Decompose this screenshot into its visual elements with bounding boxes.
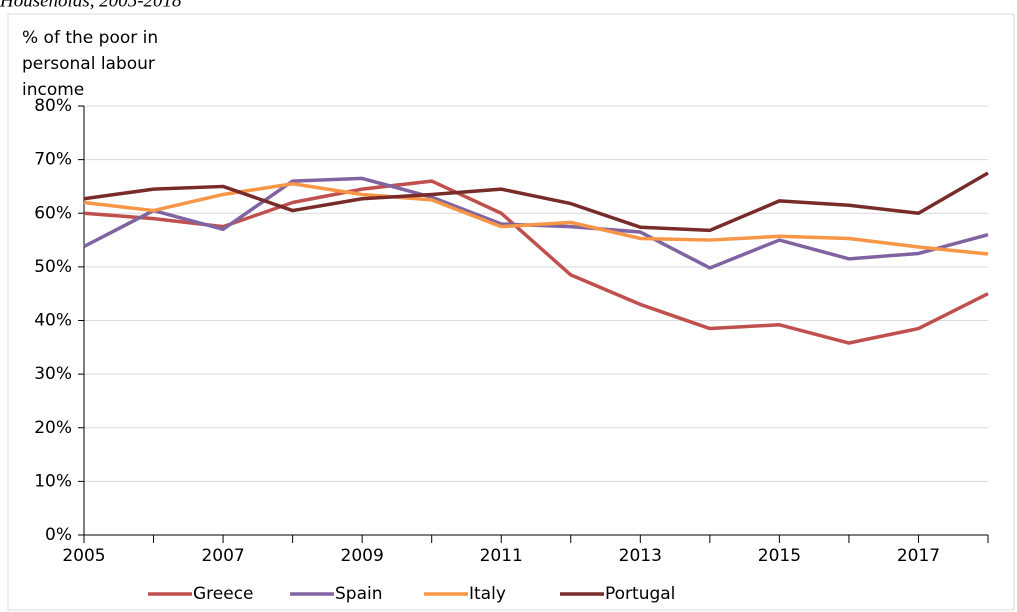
- y-tick-label: 0%: [45, 525, 72, 545]
- x-tick-label: 2011: [480, 546, 523, 566]
- legend-label: Portugal: [605, 584, 675, 604]
- x-tick-label: 2013: [619, 546, 662, 566]
- y-tick-label: 40%: [34, 311, 72, 331]
- y-tick-label: 60%: [34, 203, 72, 223]
- legend-label: Greece: [193, 584, 254, 604]
- legend-label: Spain: [335, 584, 383, 604]
- y-tick-label: 20%: [34, 418, 72, 438]
- y-tick-label: 10%: [34, 471, 72, 491]
- y-axis-label: % of the poor in: [22, 28, 158, 48]
- x-tick-label: 2017: [897, 546, 940, 566]
- chart-subtitle: Households, 2005-2018: [0, 0, 182, 11]
- legend-label: Italy: [469, 584, 506, 604]
- x-tick-label: 2009: [341, 546, 384, 566]
- series-line: [83, 182, 989, 256]
- x-tick-label: 2007: [201, 546, 244, 566]
- y-tick-label: 30%: [34, 364, 72, 384]
- y-tick-label: 70%: [34, 150, 72, 170]
- y-axis-label: income: [22, 80, 84, 100]
- y-axis-label: personal labour: [22, 54, 155, 74]
- x-tick-label: 2015: [758, 546, 801, 566]
- series-line: [83, 171, 989, 233]
- frame: [7, 13, 1015, 611]
- y-tick-label: 50%: [34, 257, 72, 277]
- y-tick-label: 80%: [34, 96, 72, 116]
- x-tick-label: 2005: [62, 546, 105, 566]
